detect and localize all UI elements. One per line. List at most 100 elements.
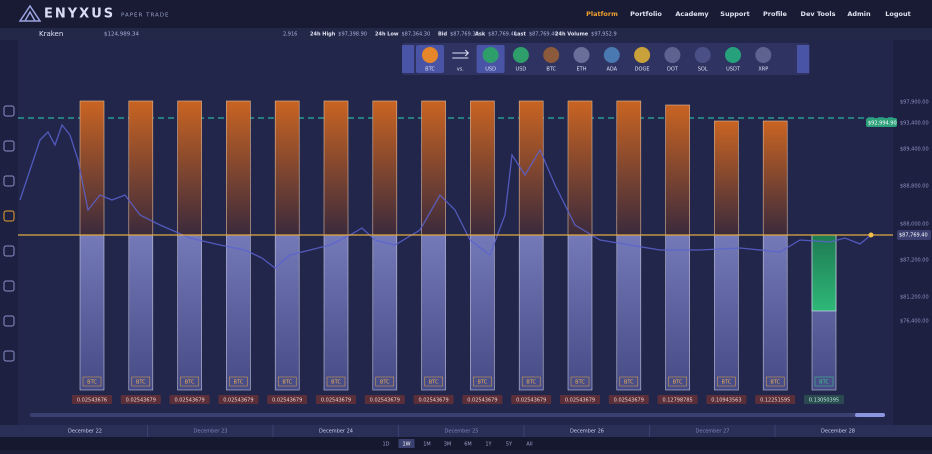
timeframe[interactable]: All [526, 442, 532, 448]
amount-label: 0.02543679 [223, 398, 253, 404]
timeframe[interactable]: 1W [402, 442, 410, 448]
nav-link[interactable]: Portfolio [630, 10, 662, 18]
nav-link[interactable]: Platform [586, 10, 618, 18]
nav-link[interactable]: Profile [763, 10, 787, 18]
stat-label: Ask [475, 32, 486, 38]
current-price-tag [897, 230, 931, 240]
stat-value: $87,364.30 [402, 32, 431, 38]
coin-label[interactable]: BTC [425, 67, 435, 73]
asset-label: BTC [478, 380, 488, 386]
asset-tag [131, 376, 151, 387]
stat-label: Bid [438, 32, 448, 38]
coin-icon[interactable] [482, 47, 499, 63]
position-bar[interactable] [714, 234, 739, 391]
timeframe-bar [0, 437, 932, 450]
sidebar-icon[interactable] [3, 140, 15, 152]
nav-link[interactable]: Logout [885, 10, 910, 18]
price-label: $76,400.00 [900, 319, 929, 325]
position-bar[interactable] [274, 234, 300, 391]
asset-label: BTC [136, 380, 146, 386]
sidebar-icon[interactable] [3, 105, 15, 117]
scroll-left[interactable] [402, 45, 414, 73]
sell-bar [518, 100, 544, 236]
asset-label: BTC [673, 380, 683, 386]
timeframe[interactable]: 6M [464, 442, 472, 448]
coin-icon[interactable] [634, 47, 651, 63]
position-bar[interactable] [616, 234, 642, 391]
amount-box [413, 395, 454, 404]
coin-icon[interactable] [573, 47, 590, 63]
position-bar[interactable] [323, 234, 349, 391]
price-label: $87,200.00 [900, 258, 929, 264]
position-bar[interactable] [421, 234, 446, 391]
scroll-right[interactable] [797, 45, 809, 73]
coin-icon[interactable] [664, 47, 681, 63]
coin-icon[interactable] [422, 47, 438, 63]
coin-label[interactable]: BTC [546, 67, 556, 73]
exchange[interactable]: Kraken [39, 30, 63, 38]
sell-bar [714, 120, 739, 236]
scroll-thumb[interactable] [855, 413, 885, 417]
coin-label[interactable]: ADA [606, 67, 617, 73]
amount-box [657, 395, 698, 404]
coin-label[interactable]: ETH [577, 67, 587, 73]
timeframe[interactable]: 1Y [485, 442, 492, 448]
asset-tag [326, 376, 346, 387]
coin-label[interactable]: USDT [726, 67, 741, 73]
coin-icon[interactable] [725, 47, 741, 63]
price-line [19, 123, 872, 269]
position-bar[interactable] [518, 234, 544, 391]
sidebar-icon[interactable] [3, 175, 15, 187]
nav-link[interactable]: Admin [847, 10, 871, 18]
amount-box [364, 395, 405, 404]
coin-label[interactable]: USD [485, 67, 496, 73]
scrollbar[interactable] [30, 413, 885, 417]
coin-label[interactable]: XRP [758, 67, 768, 73]
stat-label: Last [514, 32, 527, 38]
position-bar[interactable] [665, 234, 690, 391]
logo [18, 4, 42, 22]
amount-box [72, 395, 112, 404]
position-bar[interactable] [79, 234, 105, 391]
sell-bar [274, 100, 300, 236]
asset-label: BTC [331, 380, 341, 386]
coin-icon[interactable] [603, 47, 620, 63]
timeframe[interactable]: 5Y [506, 442, 513, 448]
sell-bar [567, 100, 593, 236]
nav-link[interactable]: Support [720, 10, 749, 18]
position-bar[interactable] [372, 234, 398, 391]
coin-icon[interactable] [543, 47, 560, 63]
position-bar[interactable] [567, 234, 593, 391]
timeframe[interactable]: 3M [444, 442, 452, 448]
asset-tag [375, 376, 395, 387]
coin-icon[interactable] [512, 47, 529, 63]
sidebar-icon[interactable] [3, 350, 15, 362]
date-label: December 27 [696, 429, 730, 435]
position-bar[interactable] [226, 234, 251, 391]
position-bar[interactable] [762, 234, 788, 391]
coin-label[interactable]: SOL [698, 67, 708, 73]
coin-label[interactable]: DOT [667, 67, 679, 73]
price-label: $89,400.00 [900, 147, 929, 153]
coin-icon[interactable] [694, 47, 711, 63]
timeframe[interactable]: 1M [423, 442, 431, 448]
sidebar-icon[interactable] [3, 245, 15, 257]
sidebar-icon[interactable] [3, 210, 15, 222]
coin-label[interactable]: USD [516, 67, 527, 73]
amount-label: 0.02543679 [272, 398, 302, 404]
amount-box [169, 395, 210, 404]
nav-link[interactable]: Academy [675, 10, 709, 18]
tagline: PAPER TRADE [121, 13, 170, 19]
coin-label[interactable]: vs. [457, 67, 465, 73]
amount-label: 0.02543679 [418, 398, 448, 404]
coin-icon[interactable] [755, 47, 772, 63]
timeframe[interactable]: 1D [382, 442, 389, 448]
sidebar-icon[interactable] [3, 315, 15, 327]
position-bar[interactable] [128, 234, 154, 391]
nav-link[interactable]: Dev Tools [801, 10, 836, 18]
position-bar[interactable] [177, 234, 202, 391]
coin-label[interactable]: DOGE [635, 67, 650, 73]
sidebar-icon[interactable] [3, 280, 15, 292]
asset-label: BTC [624, 380, 634, 386]
position-bar[interactable] [470, 234, 495, 391]
